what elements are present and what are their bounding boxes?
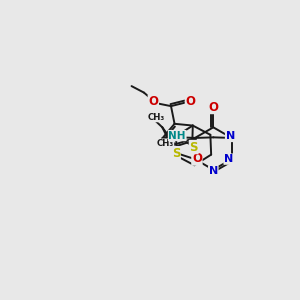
Text: O: O (208, 100, 218, 113)
Text: NH: NH (168, 130, 186, 141)
Text: N: N (224, 154, 233, 164)
Text: N: N (226, 131, 235, 142)
Text: O: O (192, 152, 202, 165)
Text: S: S (172, 147, 180, 160)
Text: O: O (148, 95, 158, 108)
Text: O: O (185, 95, 195, 108)
Text: N: N (209, 166, 218, 176)
Text: CH₃: CH₃ (148, 113, 165, 122)
Text: CH₃: CH₃ (157, 139, 174, 148)
Text: S: S (189, 141, 198, 154)
